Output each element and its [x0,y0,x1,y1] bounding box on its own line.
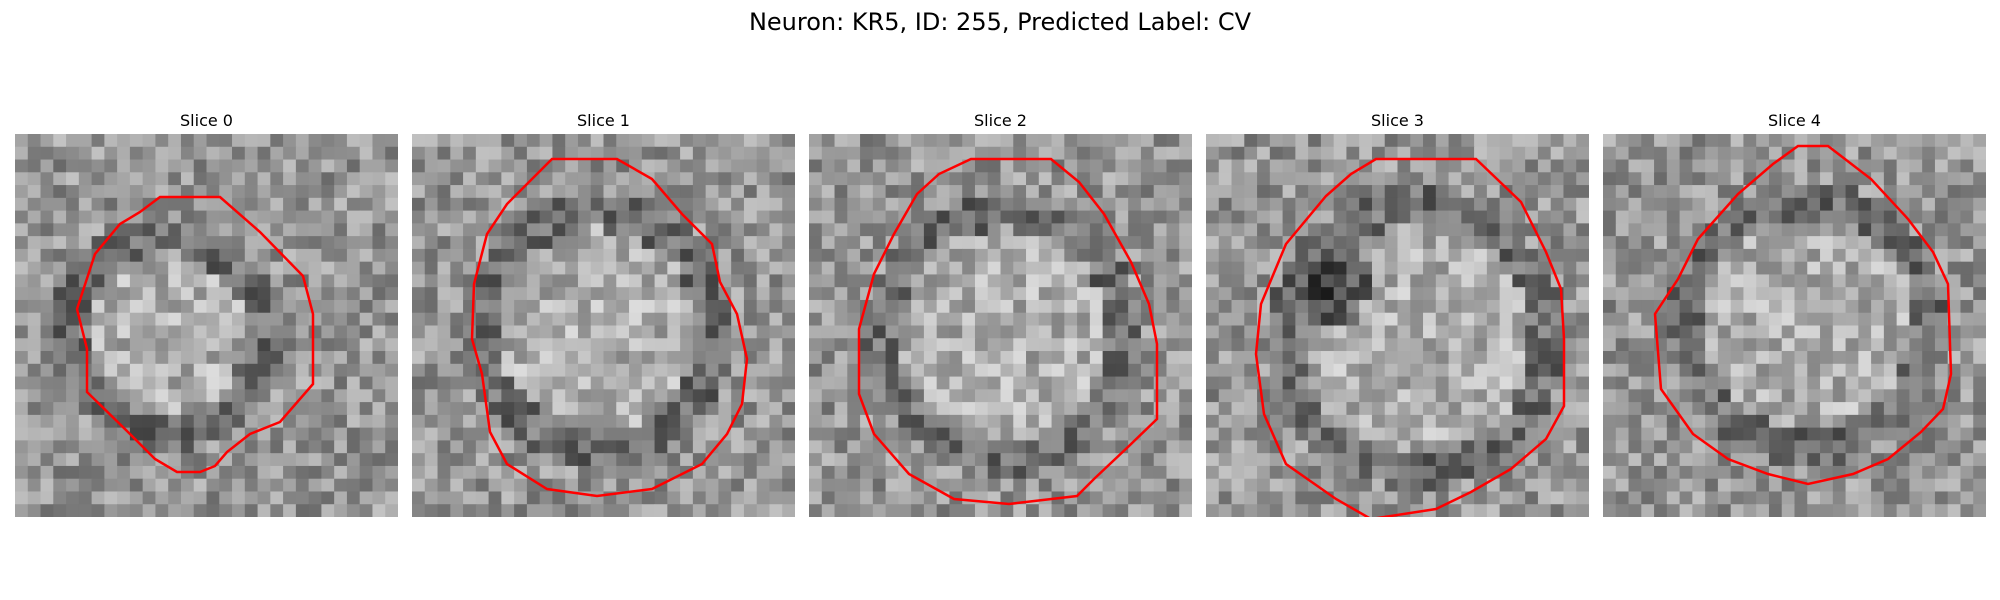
cell-outline-3 [1254,157,1566,517]
figure-title: Neuron: KR5, ID: 255, Predicted Label: C… [748,8,1252,36]
slice-image-0 [15,134,398,517]
slice-panel-4: Slice 4 [1603,108,1986,517]
slice-title-2: Slice 2 [974,111,1027,130]
slice-image-3 [1206,134,1589,517]
slice-image-2 [809,134,1192,517]
slice-image-4 [1603,134,1986,517]
slice-panel-2: Slice 2 [809,108,1192,517]
cell-outline-4 [1653,144,1953,486]
slice-panel-1: Slice 1 [412,108,795,517]
cell-outline-1 [470,157,749,498]
slice-panel-3: Slice 3 [1206,108,1589,517]
slice-image-1 [412,134,795,517]
slice-title-0: Slice 0 [180,111,233,130]
cell-outline-0 [75,195,315,474]
slice-title-1: Slice 1 [577,111,630,130]
slice-panel-0: Slice 0 [15,108,398,517]
cell-outline-2 [857,157,1159,506]
slice-title-3: Slice 3 [1371,111,1424,130]
slice-title-4: Slice 4 [1768,111,1821,130]
